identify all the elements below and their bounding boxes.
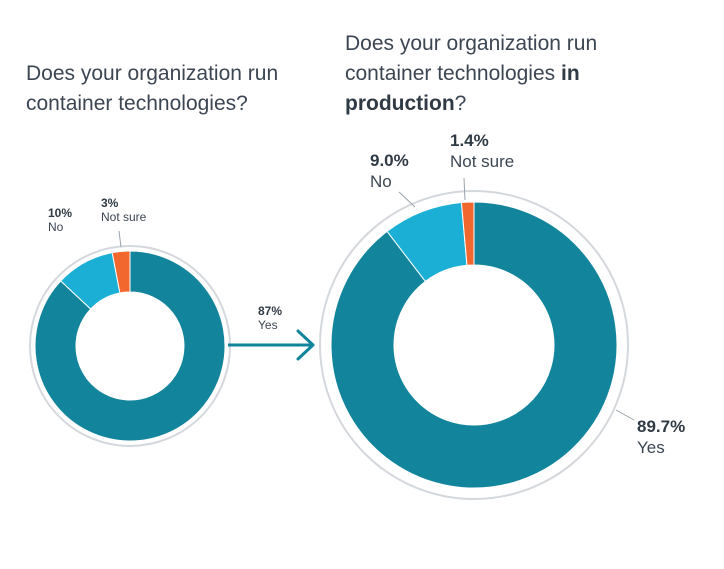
left-not-sure-leader	[118, 230, 122, 248]
right-chart-title: Does your organization run container tec…	[345, 29, 675, 119]
left-slice-yes	[34, 250, 226, 442]
left-no-value: 10%	[48, 206, 73, 220]
right-slice-yes	[330, 201, 618, 489]
right-title-suffix: ?	[454, 92, 467, 115]
right-not-sure-name: Not sure	[450, 152, 515, 171]
left-chart-title: Does your organization run container tec…	[26, 62, 279, 115]
right-no-label: 9.0% No	[370, 150, 409, 192]
left-no-name: No	[48, 220, 64, 234]
arrow-icon	[228, 329, 315, 361]
right-title-prefix: Does your organization run container tec…	[345, 32, 598, 85]
left-yes-value: 87%	[258, 304, 283, 318]
right-no-leader	[398, 191, 416, 208]
right-no-value: 9.0%	[370, 151, 409, 170]
left-not-sure-name: Not sure	[101, 210, 147, 224]
right-yes-label: 89.7% Yes	[637, 416, 685, 458]
right-slice-not-sure	[460, 201, 475, 266]
left-slice-not-sure	[111, 250, 131, 294]
left-not-sure-label: 3% Not sure	[101, 196, 146, 224]
right-yes-value: 89.7%	[637, 417, 686, 436]
right-donut	[330, 201, 618, 489]
right-title-bold: in production	[345, 62, 580, 115]
left-yes-name: Yes	[258, 318, 278, 332]
right-yes-name: Yes	[637, 438, 665, 457]
left-no-label: 10% No	[48, 206, 72, 234]
right-no-name: No	[370, 172, 392, 191]
right-not-sure-label: 1.4% Not sure	[450, 130, 514, 172]
left-not-sure-value: 3%	[101, 196, 119, 210]
right-not-sure-value: 1.4%	[450, 131, 489, 150]
left-donut	[34, 250, 226, 442]
right-yes-leader	[615, 409, 635, 421]
left-yes-label: 87% Yes	[258, 304, 282, 332]
right-not-sure-leader	[463, 177, 466, 201]
